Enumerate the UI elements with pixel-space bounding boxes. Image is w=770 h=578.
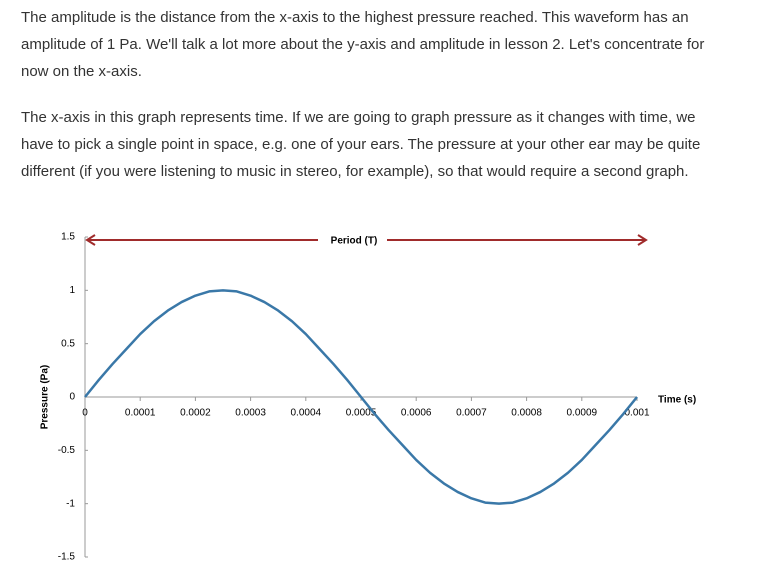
x-tick-label: 0.0005 <box>346 408 377 419</box>
y-tick-label: 1 <box>69 285 75 296</box>
text-line: amplitude of 1 Pa. We'll talk a lot more… <box>21 36 705 53</box>
x-tick-label: 0.0001 <box>125 408 156 419</box>
x-axis-label: Time (s) <box>658 395 696 406</box>
paragraph: The amplitude is the distance from the x… <box>21 4 761 85</box>
text-line: have to pick a single point in space, e.… <box>21 136 701 153</box>
text-line: now on the x-axis. <box>21 63 142 80</box>
arrow-head-left <box>85 234 96 246</box>
document: The amplitude is the distance from the x… <box>21 4 761 204</box>
x-tick-label: 0.001 <box>624 408 649 419</box>
x-tick-label: 0.0007 <box>456 408 487 419</box>
y-axis-label: Pressure (Pa) <box>40 365 51 429</box>
text-line: The x-axis in this graph represents time… <box>21 109 696 126</box>
x-tick-label: 0.0002 <box>180 408 211 419</box>
y-tick-label: -1 <box>66 498 75 509</box>
text-line: The amplitude is the distance from the x… <box>21 9 689 26</box>
x-tick-label: 0.0008 <box>511 408 542 419</box>
line-series <box>84 289 638 505</box>
y-tick-label: -1.5 <box>58 552 76 563</box>
x-tick-label: 0.0006 <box>401 408 432 419</box>
x-tick-label: 0.0009 <box>567 408 598 419</box>
y-tick-label: 0.5 <box>61 338 75 349</box>
x-tick-label: 0 <box>82 408 88 419</box>
arrow-head-right <box>637 234 648 246</box>
y-tick-label: 1.5 <box>61 232 75 243</box>
text-line: different (if you were listening to musi… <box>21 163 689 180</box>
y-tick-label: 0 <box>69 392 75 403</box>
x-tick-label: 0.0003 <box>235 408 266 419</box>
y-tick-label: -0.5 <box>58 445 76 456</box>
paragraph: The x-axis in this graph represents time… <box>21 104 761 185</box>
period-label: Period (T) <box>331 236 378 247</box>
x-tick-label: 0.0004 <box>291 408 322 419</box>
